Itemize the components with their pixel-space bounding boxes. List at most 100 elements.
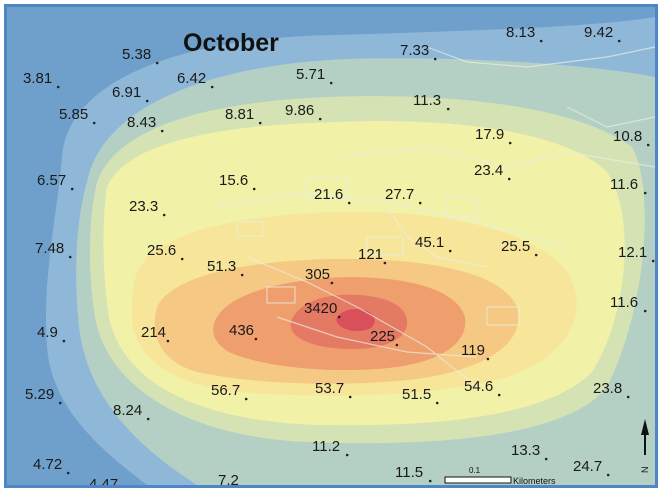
sample-point <box>348 395 352 399</box>
sample-point <box>643 191 647 195</box>
sample-point <box>643 309 647 313</box>
sample-point <box>210 85 214 89</box>
reading-label: 4.47 <box>89 476 118 485</box>
sample-point <box>418 201 422 205</box>
sample-point <box>66 471 70 475</box>
reading-label: 27.7 <box>385 186 414 203</box>
sample-point <box>146 417 150 421</box>
sample-point <box>508 141 512 145</box>
sample-point <box>347 201 351 205</box>
reading-label: 53.7 <box>315 380 344 397</box>
reading-label: 23.8 <box>593 380 622 397</box>
reading-label: 6.91 <box>112 84 141 101</box>
reading-label: 4.9 <box>37 324 58 341</box>
sample-point <box>58 401 62 405</box>
sample-point <box>626 395 630 399</box>
reading-label: 5.29 <box>25 386 54 403</box>
reading-label: 3.81 <box>23 70 52 87</box>
sample-point <box>534 253 538 257</box>
sample-point <box>70 187 74 191</box>
reading-label: 436 <box>229 322 254 339</box>
sample-point <box>162 213 166 217</box>
reading-label: 54.6 <box>464 378 493 395</box>
sample-point <box>244 397 248 401</box>
sample-point <box>330 281 334 285</box>
sample-point <box>446 107 450 111</box>
sample-point <box>395 343 399 347</box>
sample-point <box>433 57 437 61</box>
reading-label: 25.6 <box>147 242 176 259</box>
sample-point <box>544 457 548 461</box>
scale-bar-segment <box>444 476 512 484</box>
reading-label: 6.42 <box>177 70 206 87</box>
sample-point <box>345 453 349 457</box>
sample-point <box>56 85 60 89</box>
map-frame: October 5.38 7.33 8.13 9.42 3.81 6.91 6.42 5.71… <box>4 4 658 488</box>
sample-point <box>160 129 164 133</box>
reading-label: 11.6 <box>610 176 638 193</box>
sample-point <box>497 393 501 397</box>
reading-label: 9.42 <box>584 24 613 41</box>
reading-label: 13.3 <box>511 442 540 459</box>
sample-point <box>240 273 244 277</box>
contour-zone-9 <box>336 309 375 332</box>
sample-point <box>383 261 387 265</box>
sample-point <box>337 315 341 319</box>
reading-label: 12.1 <box>618 244 647 261</box>
reading-label: 5.85 <box>59 106 88 123</box>
sample-point <box>318 117 322 121</box>
reading-label: 11.5 <box>395 464 423 481</box>
reading-label: 305 <box>305 266 330 283</box>
reading-label: 225 <box>370 328 395 345</box>
sample-point <box>254 337 258 341</box>
reading-label: 214 <box>141 324 166 341</box>
sample-point <box>145 99 149 103</box>
sample-point <box>258 121 262 125</box>
scale-bar-value: 0.1 <box>469 466 481 475</box>
reading-label: 51.3 <box>207 258 236 275</box>
reading-label: 45.1 <box>415 234 444 251</box>
reading-label: 11.2 <box>312 438 340 455</box>
reading-label: 25.5 <box>501 238 530 255</box>
reading-label: 10.8 <box>613 128 642 145</box>
reading-label: 51.5 <box>402 386 431 403</box>
reading-label: 8.13 <box>506 24 535 41</box>
road-network <box>216 46 655 388</box>
sample-point <box>428 479 432 483</box>
reading-label: 11.3 <box>413 92 441 109</box>
contour-map: October 5.38 7.33 8.13 9.42 3.81 6.91 6.42 5.71… <box>7 7 655 485</box>
reading-label: 56.7 <box>211 382 240 399</box>
reading-label: 5.38 <box>122 46 151 63</box>
reading-label: 23.4 <box>474 162 503 179</box>
reading-label: 7.33 <box>400 42 429 59</box>
reading-label: 3420 <box>304 300 337 317</box>
map-title: October <box>183 29 279 57</box>
sample-point <box>329 81 333 85</box>
sample-point <box>646 143 650 147</box>
reading-label: 4.72 <box>33 456 62 473</box>
reading-label: 11.6 <box>610 294 638 311</box>
sample-point <box>92 121 96 125</box>
reading-label: 121 <box>358 246 383 263</box>
reading-label: 8.43 <box>127 114 156 131</box>
sample-point <box>617 39 621 43</box>
reading-label: 17.9 <box>475 126 504 143</box>
sample-point <box>486 357 490 361</box>
sample-point <box>166 339 170 343</box>
reading-label: 7.2 <box>218 472 239 485</box>
sample-point <box>539 39 543 43</box>
north-arrow-letter: N <box>640 467 650 474</box>
sample-point <box>62 339 66 343</box>
sample-point <box>435 401 439 405</box>
sample-point <box>155 61 159 65</box>
north-arrow-icon: N <box>640 419 650 473</box>
scale-bar-unit: Kilometers <box>513 476 556 485</box>
sample-point <box>68 255 72 259</box>
reading-label: 6.57 <box>37 172 66 189</box>
reading-label: 21.6 <box>314 186 343 203</box>
reading-label: 119 <box>461 342 485 359</box>
reading-labels: 5.38 7.33 8.13 9.42 3.81 6.91 6.42 5.71 11.3 5.85… <box>23 24 655 485</box>
reading-label: 9.86 <box>285 102 314 119</box>
reading-label: 15.6 <box>219 172 248 189</box>
sample-point <box>651 259 655 263</box>
